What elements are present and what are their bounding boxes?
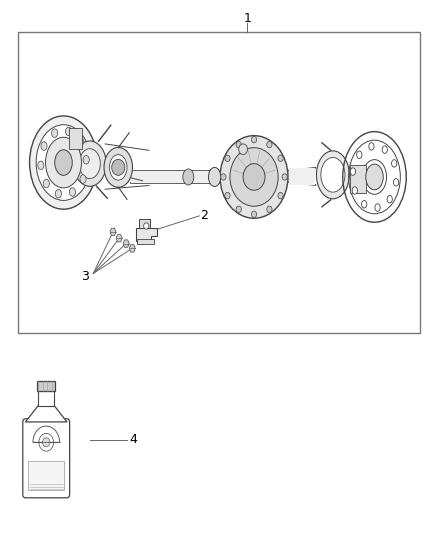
Ellipse shape <box>79 149 100 179</box>
Circle shape <box>267 141 272 148</box>
Ellipse shape <box>69 188 75 196</box>
Polygon shape <box>116 235 122 242</box>
Ellipse shape <box>352 187 357 194</box>
Ellipse shape <box>350 168 356 175</box>
Bar <box>69 128 82 149</box>
Circle shape <box>225 155 230 161</box>
Ellipse shape <box>357 151 362 158</box>
Ellipse shape <box>104 147 132 188</box>
Ellipse shape <box>29 116 97 209</box>
Ellipse shape <box>46 137 81 188</box>
Circle shape <box>243 164 265 190</box>
Circle shape <box>251 136 257 143</box>
Ellipse shape <box>375 204 380 211</box>
Circle shape <box>225 192 230 199</box>
Ellipse shape <box>43 179 49 188</box>
Bar <box>28 461 64 490</box>
Ellipse shape <box>73 141 106 187</box>
Circle shape <box>267 206 272 213</box>
Circle shape <box>282 174 287 180</box>
Text: 2: 2 <box>200 209 208 222</box>
Ellipse shape <box>316 151 350 199</box>
Ellipse shape <box>362 160 387 194</box>
Ellipse shape <box>78 138 84 146</box>
Ellipse shape <box>382 146 387 154</box>
Ellipse shape <box>66 127 72 136</box>
Circle shape <box>278 155 283 161</box>
Polygon shape <box>136 228 157 241</box>
Bar <box>139 219 150 228</box>
Ellipse shape <box>52 129 58 138</box>
Bar <box>350 165 366 193</box>
Ellipse shape <box>392 160 397 167</box>
Circle shape <box>42 438 50 447</box>
Circle shape <box>251 211 257 217</box>
Ellipse shape <box>369 143 374 150</box>
Circle shape <box>221 174 226 180</box>
Bar <box>37 381 56 391</box>
Ellipse shape <box>387 196 392 203</box>
Text: 3: 3 <box>81 270 89 282</box>
Ellipse shape <box>110 155 127 180</box>
Bar <box>137 239 154 244</box>
Polygon shape <box>129 245 135 252</box>
Polygon shape <box>25 406 67 422</box>
Ellipse shape <box>230 148 278 206</box>
Ellipse shape <box>55 150 72 175</box>
Ellipse shape <box>393 179 399 186</box>
Ellipse shape <box>38 161 44 169</box>
Polygon shape <box>123 240 129 247</box>
Ellipse shape <box>366 164 383 190</box>
Polygon shape <box>131 171 219 183</box>
Ellipse shape <box>321 158 345 192</box>
Circle shape <box>278 192 283 199</box>
Ellipse shape <box>183 169 194 185</box>
Circle shape <box>112 159 125 175</box>
Ellipse shape <box>362 200 367 208</box>
Ellipse shape <box>55 189 61 198</box>
Ellipse shape <box>220 135 288 219</box>
Bar <box>38 391 54 406</box>
Polygon shape <box>289 168 315 185</box>
Ellipse shape <box>36 125 91 200</box>
FancyBboxPatch shape <box>23 419 70 498</box>
Bar <box>18 32 420 333</box>
Ellipse shape <box>80 175 86 183</box>
Circle shape <box>144 223 149 229</box>
Polygon shape <box>110 228 116 236</box>
Ellipse shape <box>208 167 221 187</box>
Ellipse shape <box>41 142 47 150</box>
Text: 4: 4 <box>130 433 138 446</box>
Circle shape <box>236 206 241 213</box>
Circle shape <box>236 141 241 148</box>
Circle shape <box>239 144 247 155</box>
Ellipse shape <box>83 156 89 164</box>
Text: 1: 1 <box>244 12 251 25</box>
